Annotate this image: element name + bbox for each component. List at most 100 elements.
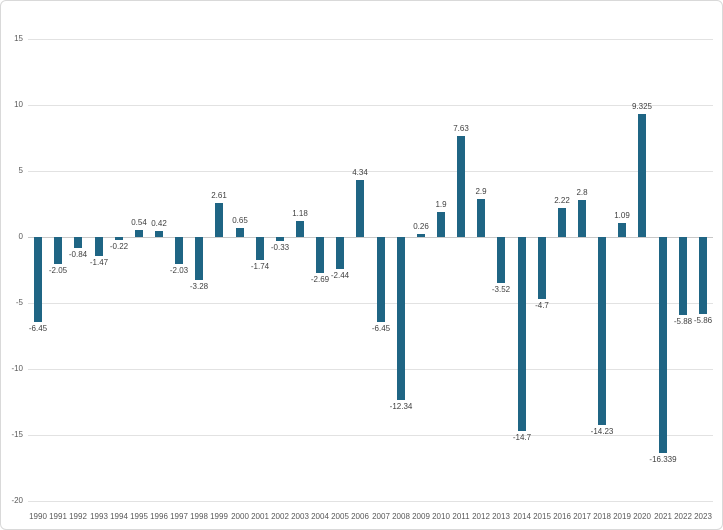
data-label: -1.47 [89, 258, 109, 267]
x-axis-tick-label: 1991 [49, 512, 67, 521]
bar [417, 234, 425, 237]
x-axis-tick-label: 2014 [513, 512, 531, 521]
data-label: 1.9 [435, 200, 447, 209]
data-label: 0.42 [151, 219, 167, 228]
x-axis-tick-label: 2022 [674, 512, 692, 521]
data-label: -6.45 [371, 324, 391, 333]
x-axis-tick-label: 2020 [633, 512, 651, 521]
x-axis-tick-label: 2000 [231, 512, 249, 521]
bar [316, 237, 324, 273]
bar [558, 208, 566, 237]
bar [477, 199, 485, 237]
bar [397, 237, 405, 400]
bar [356, 180, 364, 237]
data-label: -0.84 [68, 250, 88, 259]
x-axis-tick-label: 2007 [372, 512, 390, 521]
gridline [28, 171, 713, 172]
data-label: 0.54 [131, 218, 147, 227]
data-label: 2.22 [554, 196, 570, 205]
y-axis-tick-label: -10 [11, 364, 23, 373]
bar [256, 237, 264, 260]
bar [54, 237, 62, 264]
x-axis-tick-label: 1996 [150, 512, 168, 521]
data-label: 1.18 [292, 209, 308, 218]
bar [638, 114, 646, 237]
y-axis-tick-label: -15 [11, 430, 23, 439]
data-label: 4.34 [352, 168, 368, 177]
data-label: -3.52 [491, 285, 511, 294]
y-axis-tick-label: 15 [14, 34, 23, 43]
data-label: -14.23 [590, 427, 614, 436]
data-label: 2.61 [211, 191, 227, 200]
x-axis-tick-label: 2002 [271, 512, 289, 521]
data-label: -2.44 [330, 271, 350, 280]
bar [115, 237, 123, 240]
bar [457, 136, 465, 237]
bar [659, 237, 667, 453]
bar [699, 237, 707, 314]
x-axis-tick-label: 2012 [472, 512, 490, 521]
x-axis-tick-label: 1990 [29, 512, 47, 521]
bar [155, 231, 163, 237]
bar [276, 237, 284, 241]
x-axis-tick-label: 2010 [432, 512, 450, 521]
data-label: 2.8 [576, 188, 588, 197]
bar [679, 237, 687, 315]
x-axis-tick-label: 1999 [210, 512, 228, 521]
x-axis-tick-label: 2023 [694, 512, 712, 521]
x-axis-tick-label: 2004 [311, 512, 329, 521]
gridline [28, 369, 713, 370]
bar [518, 237, 526, 431]
data-label: -3.28 [189, 282, 209, 291]
x-axis-tick-label: 1993 [90, 512, 108, 521]
data-label: -4.7 [535, 301, 549, 310]
x-axis-tick-label: 2009 [412, 512, 430, 521]
bar [34, 237, 42, 322]
data-label: -14.7 [512, 433, 532, 442]
bar [538, 237, 546, 299]
data-label: -0.22 [109, 242, 129, 251]
data-label: -1.74 [250, 262, 270, 271]
x-axis-tick-label: 2005 [331, 512, 349, 521]
bar [296, 221, 304, 237]
x-axis-tick-label: 2015 [533, 512, 551, 521]
data-label: 7.63 [453, 124, 469, 133]
bar [195, 237, 203, 280]
x-axis-tick-label: 2019 [613, 512, 631, 521]
bar [215, 203, 223, 237]
data-label: 2.9 [475, 187, 487, 196]
x-axis-tick-label: 1998 [190, 512, 208, 521]
data-label: -5.88 [673, 317, 693, 326]
x-axis-tick-label: 2013 [492, 512, 510, 521]
bar [95, 237, 103, 256]
x-axis-tick-label: 1992 [69, 512, 87, 521]
y-axis-tick-label: -5 [15, 298, 23, 307]
data-label: -2.05 [48, 266, 68, 275]
x-axis-tick-label: 2001 [251, 512, 269, 521]
bar [437, 212, 445, 237]
x-axis-tick-label: 2006 [351, 512, 369, 521]
data-label: -5.86 [693, 316, 713, 325]
data-label: 0.65 [232, 216, 248, 225]
gridline [28, 303, 713, 304]
data-label: -16.339 [649, 455, 677, 464]
bar [135, 230, 143, 237]
gridline [28, 501, 713, 502]
y-axis-tick-label: 10 [14, 100, 23, 109]
x-axis-tick-label: 2018 [593, 512, 611, 521]
data-label: -12.34 [389, 402, 413, 411]
gridline [28, 39, 713, 40]
bar [578, 200, 586, 237]
zero-axis-line [28, 237, 713, 238]
bar [377, 237, 385, 322]
bar [236, 228, 244, 237]
y-axis-tick-label: 0 [18, 232, 23, 241]
bar [618, 223, 626, 237]
x-axis-tick-label: 2016 [553, 512, 571, 521]
